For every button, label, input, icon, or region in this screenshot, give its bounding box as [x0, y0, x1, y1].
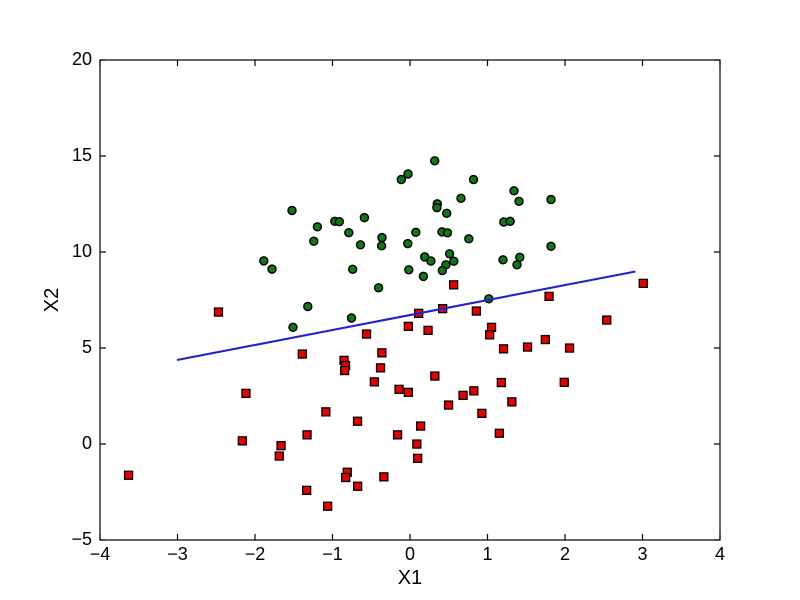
- svg-text:−2: −2: [245, 544, 266, 564]
- svg-text:5: 5: [82, 337, 92, 357]
- svg-text:−3: −3: [167, 544, 188, 564]
- svg-text:0: 0: [82, 433, 92, 453]
- svg-text:20: 20: [72, 49, 92, 69]
- svg-text:1: 1: [482, 544, 492, 564]
- svg-text:15: 15: [72, 145, 92, 165]
- svg-text:X2: X2: [41, 288, 63, 312]
- svg-text:4: 4: [715, 544, 725, 564]
- svg-text:−1: −1: [322, 544, 343, 564]
- svg-text:0: 0: [405, 544, 415, 564]
- svg-text:10: 10: [72, 241, 92, 261]
- svg-text:−4: −4: [90, 544, 111, 564]
- svg-text:2: 2: [560, 544, 570, 564]
- svg-text:3: 3: [637, 544, 647, 564]
- svg-text:X1: X1: [398, 567, 422, 589]
- svg-text:−5: −5: [71, 529, 92, 549]
